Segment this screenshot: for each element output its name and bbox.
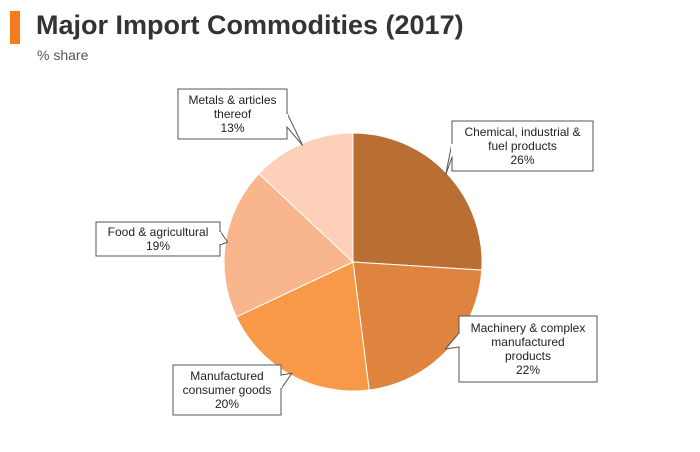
slice-value-label: 13% (220, 121, 244, 135)
callout-box (172, 364, 282, 416)
callout-pointer (219, 230, 229, 246)
slice-category-label: Machinery & complex (471, 321, 586, 335)
slice-category-label: Food & agricultural (108, 225, 209, 239)
slice-category-label: consumer goods (183, 383, 272, 397)
title-accent-bar (10, 11, 20, 44)
slice-category-label: Metals & articles (188, 93, 276, 107)
pie-slice-machinery-and-complex-manufactured-products (352, 261, 483, 391)
slice-value-label: 22% (516, 363, 540, 377)
callout-box (458, 315, 598, 383)
slice-category-label: thereof (214, 107, 252, 121)
chart-title: Major Import Commodities (2017) (36, 10, 464, 40)
callout-box (451, 120, 594, 172)
callout-pointer (444, 332, 460, 350)
callout-pointer (445, 142, 453, 176)
slice-category-label: manufactured (491, 335, 564, 349)
pie-slices (223, 132, 483, 392)
slice-category-label: fuel products (488, 139, 557, 153)
callout-box (95, 221, 221, 257)
callout-pointer (280, 372, 293, 390)
slice-category-label: Chemical, industrial & (464, 125, 580, 139)
slice-value-label: 20% (215, 397, 239, 411)
callout-machinery-and-complex-manufactured-products: Machinery & complexmanufacturedproducts2… (444, 315, 598, 383)
callout-pointer (286, 112, 304, 146)
slice-category-label: products (505, 349, 551, 363)
chart-subtitle: % share (37, 47, 89, 63)
pie-slice-chemical-industrial-and-fuel-products (352, 132, 483, 271)
slice-category-label: Manufactured (190, 369, 263, 383)
slice-value-label: 19% (146, 239, 170, 253)
slice-value-label: 26% (510, 153, 534, 167)
